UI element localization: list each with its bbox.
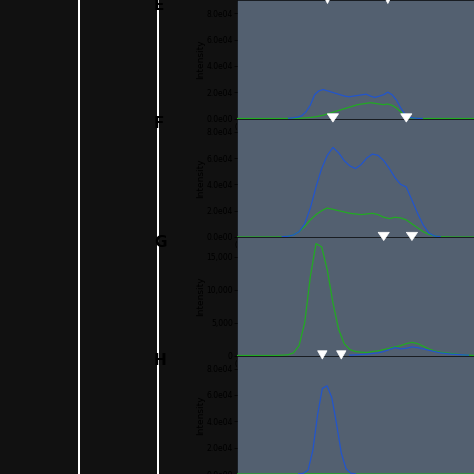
Polygon shape (406, 232, 418, 241)
Y-axis label: Intensity: Intensity (196, 395, 205, 435)
Polygon shape (318, 351, 327, 359)
Text: G: G (154, 235, 166, 250)
Y-axis label: Intensity: Intensity (196, 276, 205, 316)
Polygon shape (327, 114, 338, 122)
X-axis label: Distance (: Distance ( (332, 252, 379, 261)
Text: H: H (154, 353, 167, 368)
Polygon shape (323, 0, 332, 4)
Y-axis label: Intensity: Intensity (196, 39, 205, 79)
Polygon shape (383, 0, 392, 4)
Text: E: E (154, 0, 164, 13)
Polygon shape (378, 232, 389, 241)
Polygon shape (401, 114, 412, 122)
X-axis label: Distance (: Distance ( (332, 133, 379, 142)
Text: F: F (154, 116, 164, 131)
X-axis label: Distance (: Distance ( (332, 370, 379, 379)
Polygon shape (337, 351, 346, 359)
Y-axis label: Intensity: Intensity (196, 158, 205, 198)
